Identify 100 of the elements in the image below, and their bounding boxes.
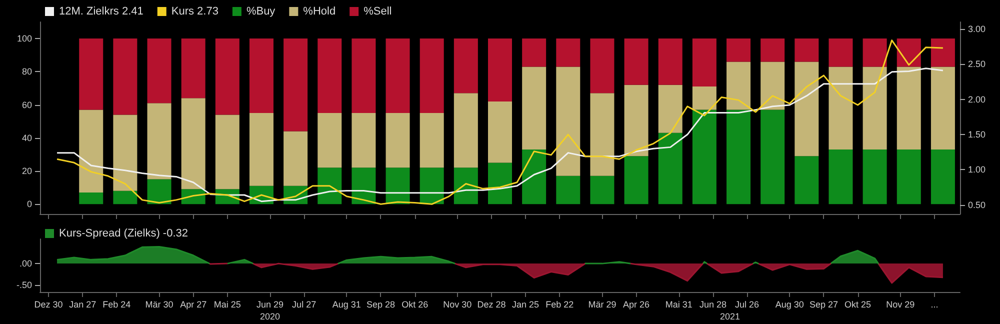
- bar: [420, 113, 444, 168]
- x-tick-label: Jul 27: [292, 300, 316, 310]
- x-tick-label: Aug 31: [332, 300, 361, 310]
- bar: [828, 38, 853, 67]
- legend-label: Kurs-Spread (Zielks) -0.32: [59, 228, 188, 240]
- bar: [658, 132, 682, 204]
- bar: [726, 110, 751, 204]
- x-tick-label: Mär 29: [588, 300, 616, 310]
- x-tick-label: Sep 28: [366, 300, 396, 310]
- bar: [896, 66, 921, 150]
- legend-label: Kurs 2.73: [171, 6, 218, 18]
- bar: [658, 38, 682, 85]
- bar: [113, 38, 138, 115]
- bar: [181, 98, 206, 190]
- y-tick-label: .00: [19, 258, 32, 269]
- legend-label: %Sell: [364, 6, 392, 18]
- bar: [79, 38, 104, 110]
- bar: [420, 168, 444, 204]
- bar: [318, 168, 342, 204]
- x-tick-label: Aug 30: [775, 300, 804, 310]
- bar: [794, 156, 819, 204]
- bar: [896, 38, 921, 67]
- bar: [454, 38, 478, 94]
- bar: [215, 114, 240, 190]
- bar: [79, 192, 104, 204]
- bar: [284, 38, 308, 132]
- bar: [760, 62, 785, 110]
- x-tick-label: Jun 28: [699, 300, 726, 310]
- bar: [147, 38, 172, 104]
- bar: [454, 93, 478, 168]
- bar: [522, 38, 546, 67]
- x-tick-label: Dez 28: [477, 300, 506, 310]
- x-tick-label: Jun 29: [256, 300, 284, 310]
- bar: [862, 149, 887, 204]
- bar: [352, 168, 376, 204]
- x-tick-label: Nov 30: [443, 300, 472, 310]
- bar: [692, 110, 716, 204]
- x-tick-label: Feb 24: [102, 300, 131, 310]
- x-tick-label: Jan 25: [512, 300, 540, 310]
- x-tick-label: Okt 25: [844, 300, 872, 310]
- bar: [590, 176, 614, 204]
- x-tick-label: ...: [930, 300, 938, 310]
- legend-label: %Buy: [246, 6, 276, 18]
- bar: [454, 168, 478, 204]
- bar: [896, 149, 921, 204]
- y-tick-label: -.50: [16, 280, 32, 290]
- bar: [386, 168, 410, 204]
- bar: [488, 38, 512, 102]
- y2-tick-label: 2.00: [968, 94, 986, 104]
- bar: [692, 38, 716, 87]
- bar: [79, 110, 104, 192]
- bar: [147, 103, 172, 180]
- bar: [556, 176, 580, 204]
- bar: [794, 38, 819, 62]
- bar: [760, 38, 785, 62]
- bar: [930, 66, 955, 150]
- legend-label: 12M. Zielkrs 2.41: [59, 6, 144, 18]
- text: 2021: [720, 312, 740, 322]
- y2-tick-label: 1.50: [968, 130, 986, 140]
- bar: [181, 38, 206, 98]
- bar: [930, 38, 955, 67]
- bar: [113, 190, 138, 204]
- legend-label: %Hold: [303, 6, 336, 18]
- bar: [420, 38, 444, 114]
- x-tick-label: Mai 31: [665, 300, 692, 310]
- x-tick-label: Apr 26: [623, 300, 650, 310]
- x-tick-label: Jan 27: [69, 300, 96, 310]
- bar: [828, 66, 853, 150]
- x-tick-label: Jul 26: [735, 300, 760, 310]
- bar: [522, 66, 546, 150]
- bar: [386, 113, 410, 168]
- bar: [556, 66, 580, 176]
- bar: [249, 38, 274, 114]
- bar: [352, 38, 376, 114]
- y-tick-label: 80: [22, 66, 32, 77]
- x-tick-label: Nov 29: [886, 300, 915, 310]
- y2-tick-label: 0.50: [968, 200, 986, 210]
- x-tick-label: Dez 30: [34, 300, 63, 310]
- bar: [590, 93, 614, 176]
- bar: [624, 156, 648, 204]
- bar: [318, 38, 342, 114]
- bar: [930, 149, 955, 204]
- y-tick-label: 0: [26, 199, 32, 210]
- y-tick-label: 40: [22, 132, 32, 143]
- bar: [249, 113, 274, 186]
- bar: [862, 66, 887, 150]
- bar: [147, 179, 172, 204]
- y2-tick-label: 1.00: [968, 164, 986, 175]
- bar: [488, 162, 512, 204]
- bar: [624, 38, 648, 85]
- y-tick-label: 100: [16, 34, 32, 44]
- x-tick-label: Feb 22: [546, 300, 574, 310]
- bar: [624, 84, 648, 156]
- bar: [284, 131, 308, 186]
- bar: [556, 38, 580, 67]
- bar: [488, 101, 512, 163]
- bar: [522, 149, 546, 204]
- y-tick-label: 20: [22, 166, 32, 176]
- bar: [318, 113, 342, 168]
- bar: [726, 38, 751, 62]
